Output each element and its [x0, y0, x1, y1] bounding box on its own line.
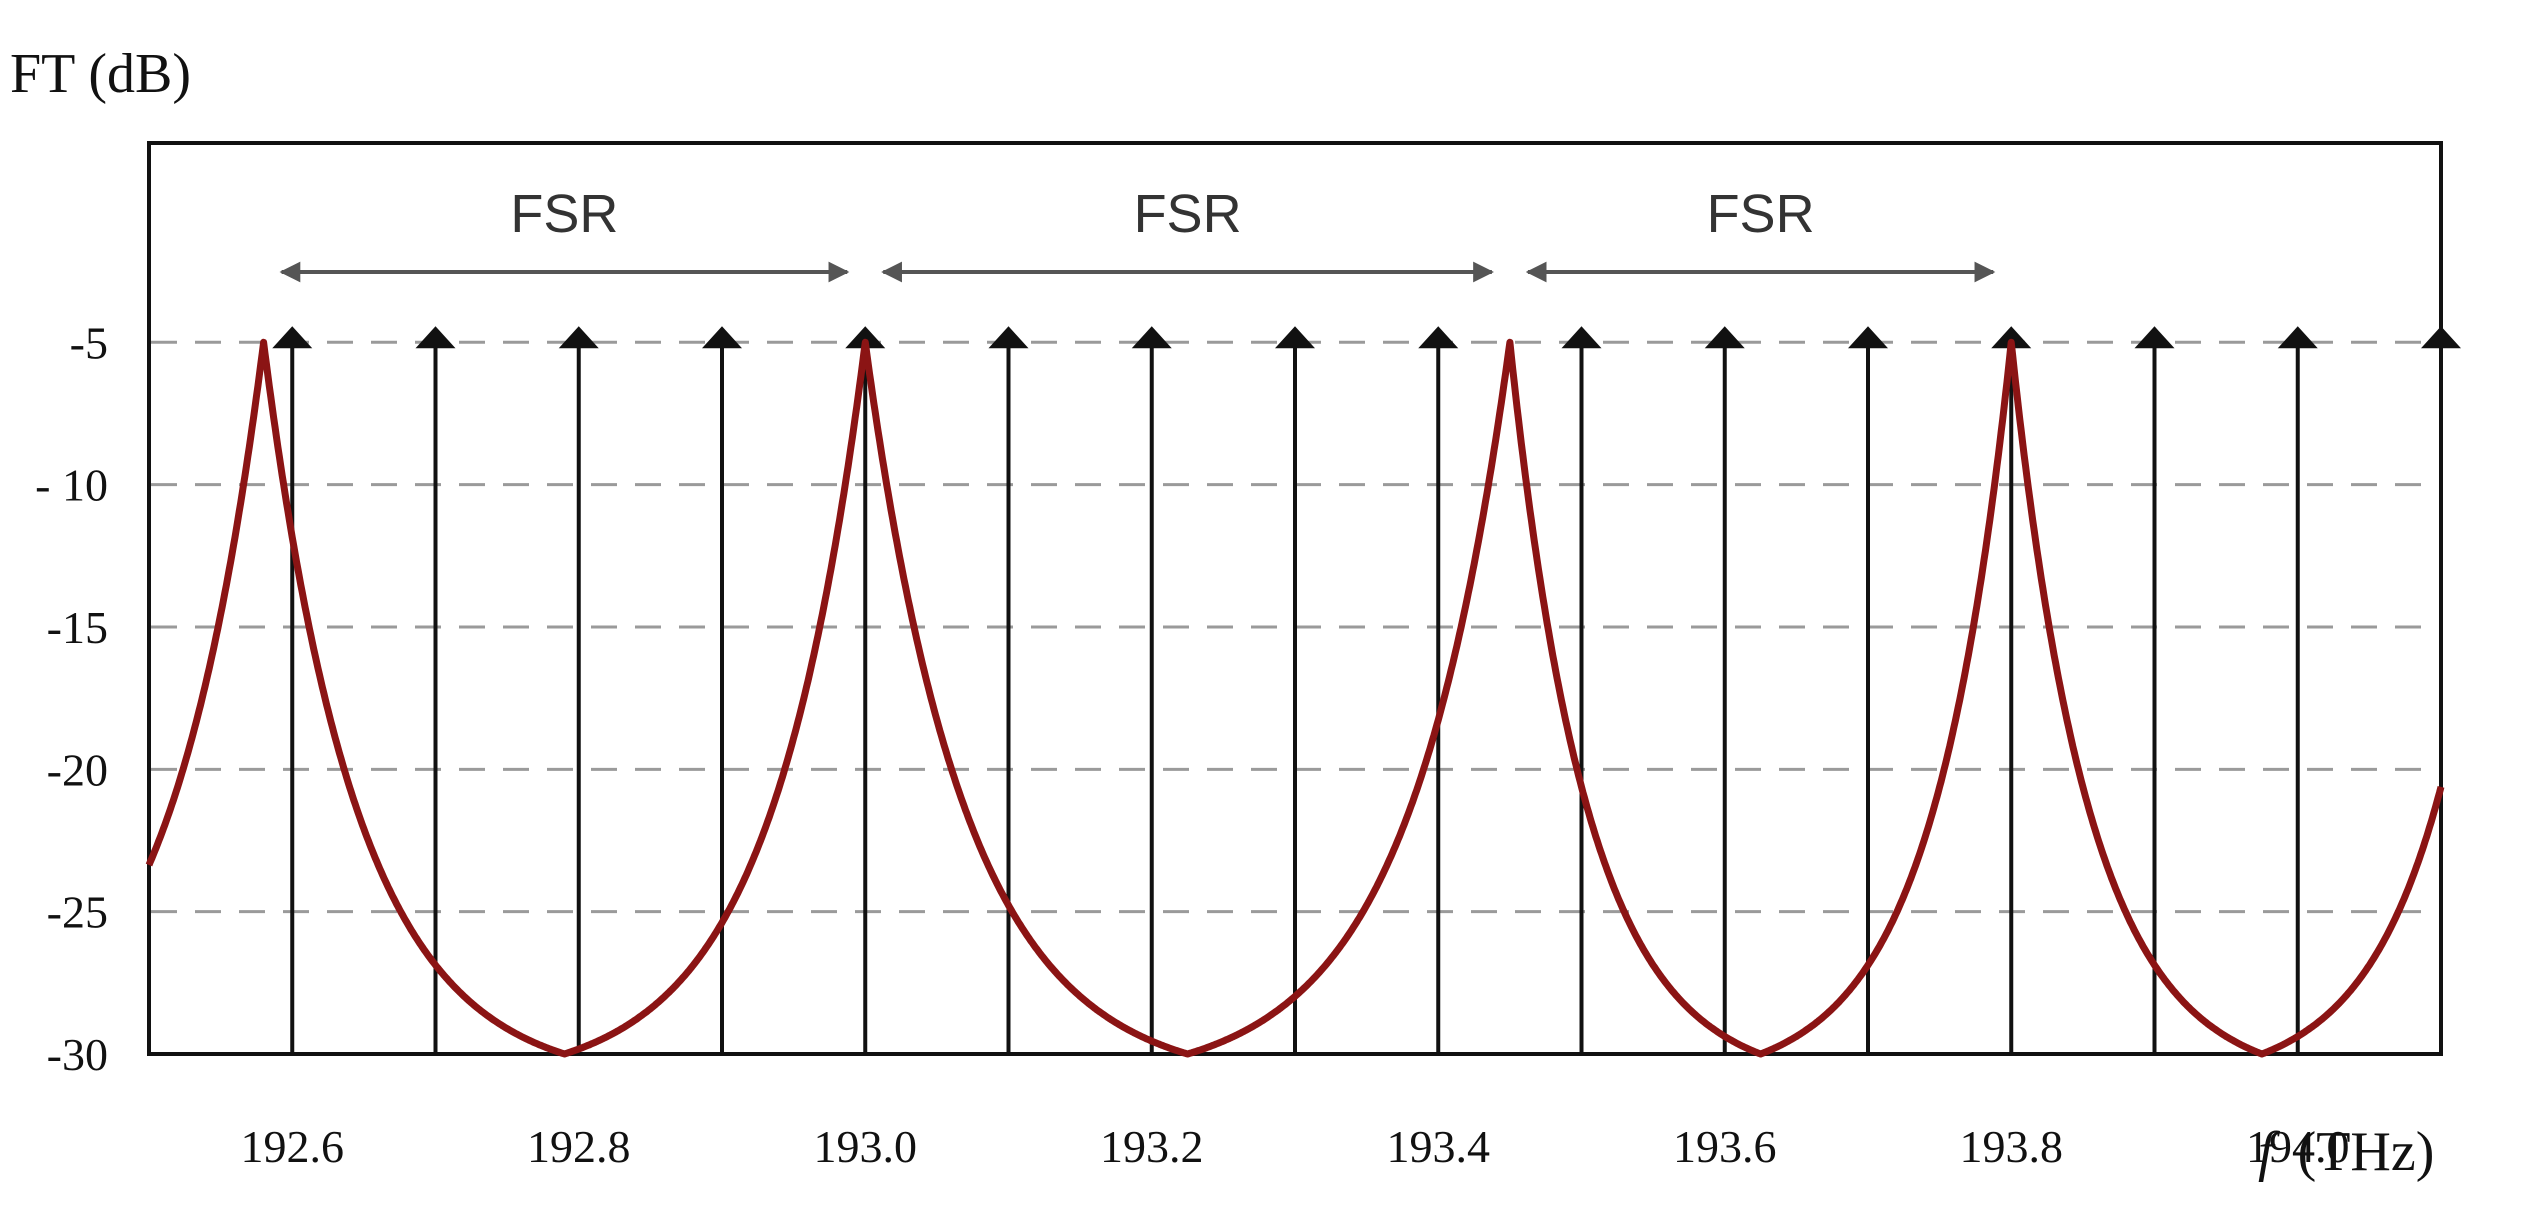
y-tick-label: - 10	[35, 460, 108, 511]
y-tick-label: -5	[70, 317, 108, 368]
x-tick-label: 193.2	[1100, 1121, 1204, 1172]
x-tick-label: 193.0	[814, 1121, 918, 1172]
y-tick-labels: -5 - 10 -15 -20 -25 -30	[35, 317, 108, 1080]
channel-arrow-head	[845, 326, 886, 349]
channel-arrow-head	[415, 326, 456, 349]
y-tick-label: -20	[47, 744, 108, 795]
channel-arrow-head	[2277, 326, 2318, 349]
y-tick-label: -25	[47, 887, 108, 938]
x-axis-title: f (THz)	[2258, 1121, 2434, 1183]
channel-arrow-head	[702, 326, 742, 349]
x-tick-label: 193.4	[1387, 1121, 1491, 1172]
y-axis-title: FT (dB)	[10, 43, 191, 105]
channel-arrow-head	[1131, 326, 1172, 349]
channel-arrow-head	[1418, 326, 1459, 349]
x-tick-label: 194.0	[2246, 1121, 2350, 1172]
fsr-annotations: FSR FSR FSR	[279, 184, 1996, 283]
channel-arrow-head	[1561, 326, 1602, 349]
channel-arrow-head	[2421, 326, 2461, 349]
fsr-label: FSR	[1134, 184, 1242, 244]
x-tick-label: 193.8	[1960, 1121, 2064, 1172]
x-tick-label: 192.6	[241, 1121, 345, 1172]
x-axis-unit: (THz)	[2298, 1121, 2435, 1183]
channel-arrow-head	[1991, 326, 2032, 349]
x-axis-symbol: f	[2258, 1121, 2281, 1183]
channel-arrow-head	[988, 326, 1029, 349]
fsr-label: FSR	[510, 184, 618, 244]
x-tick-label: 192.8	[527, 1121, 631, 1172]
transmission-curve	[145, 338, 2445, 1058]
channel-arrows	[272, 326, 2461, 1054]
y-tick-label: -15	[47, 602, 108, 653]
channel-arrow-head	[1275, 326, 1315, 349]
channel-arrow-head	[2134, 326, 2175, 349]
x-tick-label: 193.6	[1673, 1121, 1777, 1172]
fsr-label: FSR	[1707, 184, 1815, 244]
channel-arrow-head	[1848, 326, 1888, 349]
channel-arrow-head	[272, 326, 313, 349]
y-tick-label: -30	[47, 1029, 108, 1080]
channel-arrow-head	[558, 326, 599, 349]
transmission-curve-layer	[145, 338, 2445, 1058]
channel-arrow-head	[1704, 326, 1745, 349]
x-tick-labels: 192.6 192.8 193.0 193.2 193.4 193.6 193.8 194.0	[241, 1121, 2350, 1172]
